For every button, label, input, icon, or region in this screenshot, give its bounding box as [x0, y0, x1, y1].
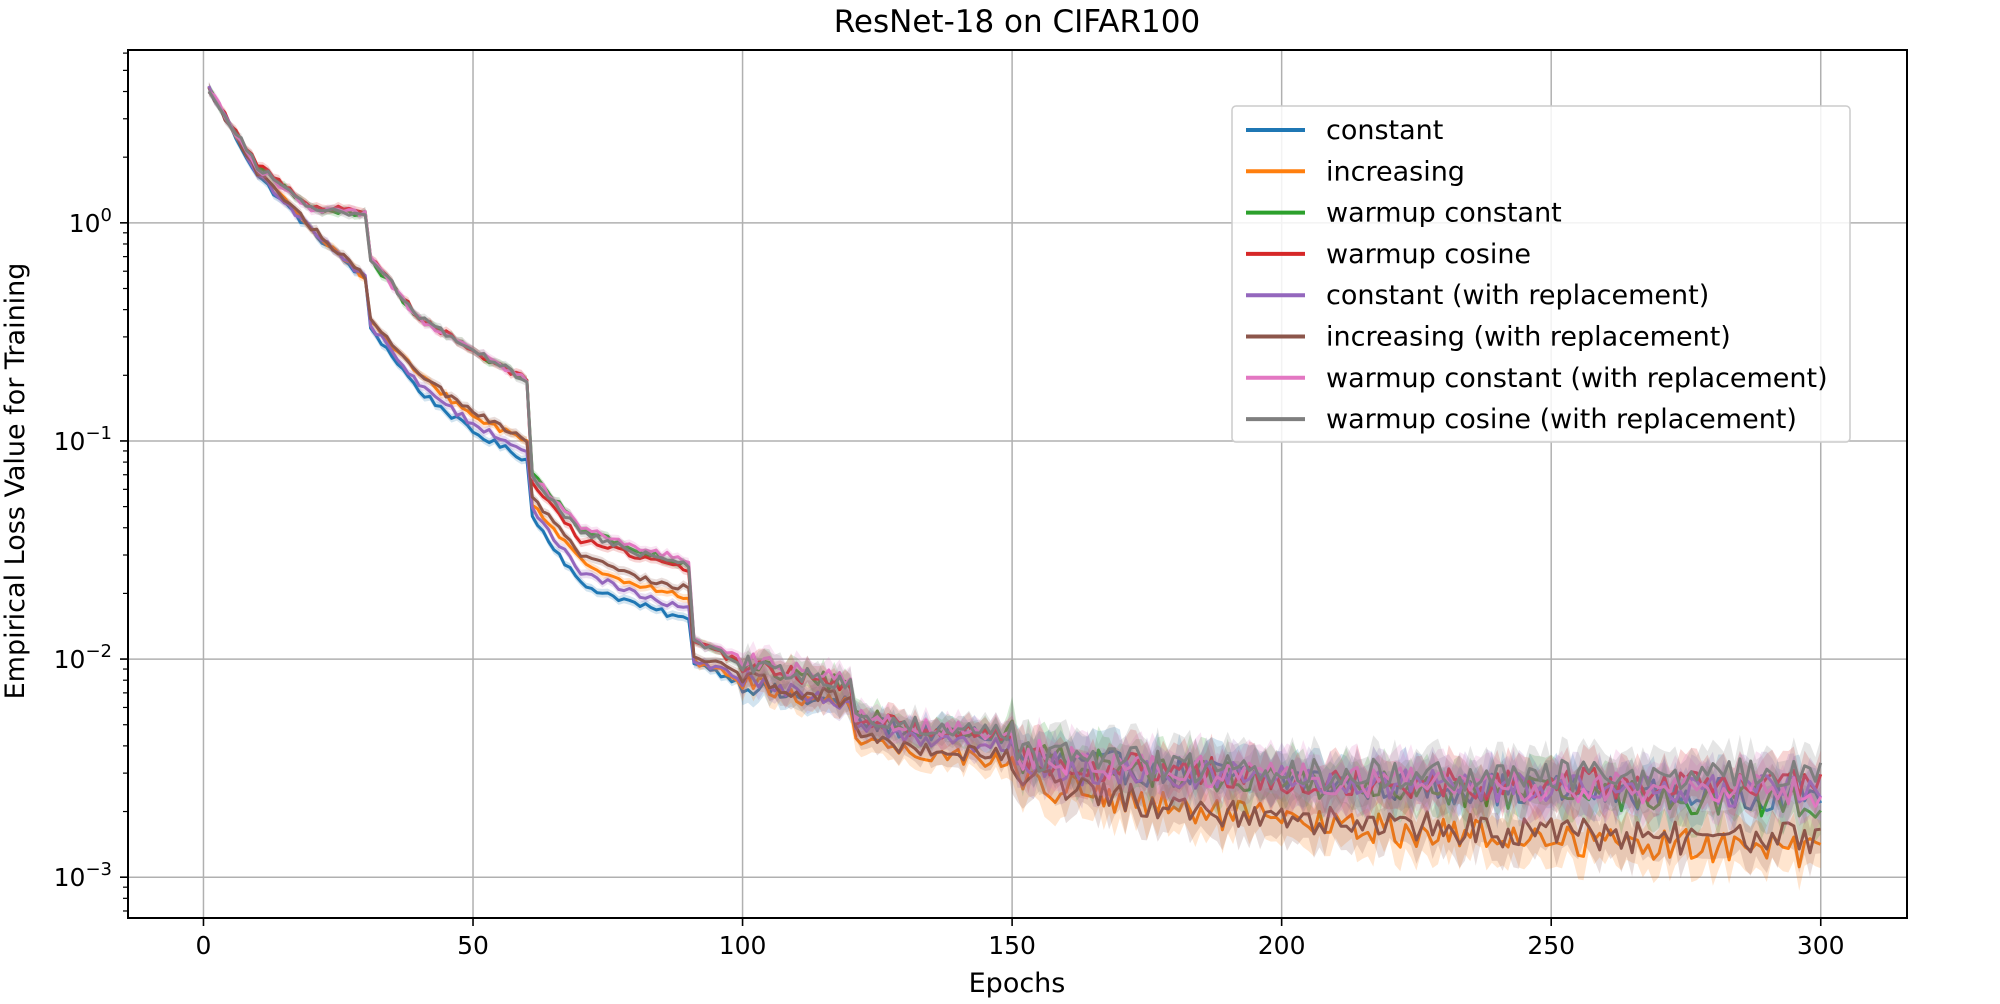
x-tick-label: 250: [1527, 931, 1575, 960]
legend-item: warmup constant: [1246, 198, 1562, 229]
chart-title: ResNet-18 on CIFAR100: [834, 4, 1200, 40]
y-tick-label: 10−3: [54, 859, 112, 892]
plot-frame: [127, 49, 1908, 919]
legend-label: increasing (with replacement): [1326, 322, 1731, 353]
legend-item: warmup cosine: [1246, 239, 1531, 270]
series-line: [207, 91, 1821, 856]
legend-box: [1231, 105, 1851, 443]
legend-items: constant increasing warmup constant warmup …: [1246, 115, 1828, 435]
legend-label: warmup constant (with replacement): [1326, 363, 1828, 394]
y-tick-label: 10−1: [54, 423, 112, 456]
legend-label: constant: [1326, 115, 1443, 146]
legend-label: increasing: [1326, 156, 1465, 187]
legend-item: warmup cosine (with replacement): [1246, 404, 1797, 435]
y-tick-label: 100: [69, 205, 112, 238]
x-axis-label: Epochs: [969, 968, 1066, 999]
legend-label: warmup cosine: [1326, 239, 1531, 270]
legend-item: constant: [1246, 115, 1443, 146]
legend-label: warmup cosine (with replacement): [1326, 404, 1797, 435]
x-tick-label: 0: [196, 931, 212, 960]
y-tick-label: 10−2: [54, 641, 112, 674]
x-tick-label: 150: [988, 931, 1036, 960]
x-tick-label: 100: [719, 931, 767, 960]
x-tick-label: 50: [457, 931, 489, 960]
series-line: [207, 86, 1822, 869]
legend-item: constant (with replacement): [1246, 280, 1709, 311]
x-tick-label: 200: [1258, 931, 1306, 960]
series-lines: [207, 81, 1823, 891]
series-line: [207, 90, 1823, 793]
x-tick-label: 300: [1797, 931, 1845, 960]
legend-label: warmup constant: [1326, 198, 1562, 229]
axis-ticks: 0 50 100 150 200 250 300 10−3 10−2 10−1 100: [54, 52, 1845, 960]
legend-label: constant (with replacement): [1326, 280, 1709, 311]
legend: constant increasing warmup constant warmup …: [1231, 105, 1851, 443]
legend-item: increasing: [1246, 156, 1465, 187]
y-axis-label: Empirical Loss Value for Training: [0, 263, 31, 700]
legend-item: increasing (with replacement): [1246, 322, 1731, 353]
legend-item: warmup constant (with replacement): [1246, 363, 1828, 394]
